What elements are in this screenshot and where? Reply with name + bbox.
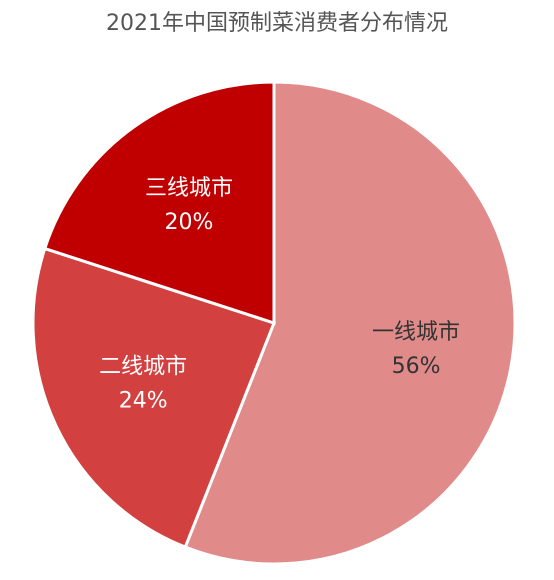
slice-label: 三线城市 xyxy=(145,176,233,201)
pie-slice xyxy=(183,80,517,566)
slice-label: 二线城市 xyxy=(99,355,187,380)
value-label: 20% xyxy=(165,210,214,235)
pie-slice xyxy=(42,80,276,326)
value-label: 56% xyxy=(392,354,441,379)
chart-title: 2021年中国预制菜消费者分布情况 xyxy=(106,11,448,36)
slice-label: 一线城市 xyxy=(372,320,460,345)
value-label: 24% xyxy=(119,389,168,414)
pie-slice xyxy=(31,246,276,550)
